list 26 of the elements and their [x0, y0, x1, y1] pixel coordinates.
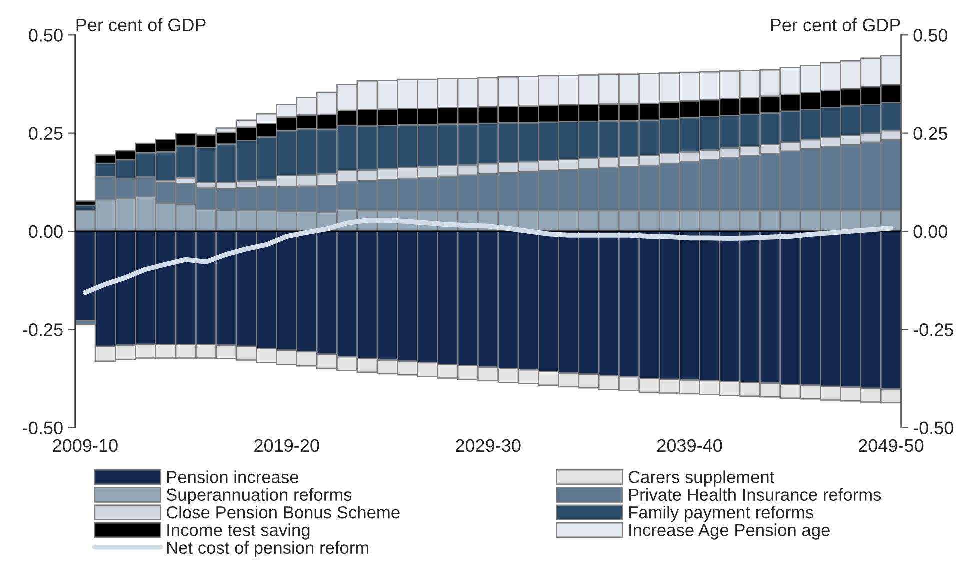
y-tick-label: 0.25	[29, 127, 63, 140]
y2-tick-label: -0.50	[914, 422, 954, 434]
y-axis-title: Per cent of GDP	[76, 18, 206, 32]
y-tick-label: 0.50	[29, 29, 63, 42]
legend-label: Private Health Insurance reforms	[629, 488, 882, 502]
x-tick-label: 2019-20	[254, 439, 320, 452]
x-tick-label: 2029-30	[456, 439, 521, 452]
x-tick-label: 2009-10	[53, 439, 118, 452]
x-tick-label: 2039-40	[658, 439, 722, 452]
legend-label: Close Pension Bonus Scheme	[166, 506, 400, 519]
legend-label: Superannuation reforms	[166, 488, 352, 505]
legend-label: Pension increase	[167, 470, 298, 484]
x-tick-label: 2049-50	[858, 439, 924, 452]
legend-label: Family payment reforms	[629, 506, 814, 522]
legend-label: Increase Age Pension age	[630, 524, 830, 540]
y2-axis-title: Per cent of GDP	[771, 18, 900, 32]
legend-label: Income test saving	[168, 524, 310, 540]
y-tick-label: -0.25	[23, 324, 63, 336]
y2-tick-label: 0.50	[914, 29, 948, 42]
legend-label: Carers supplement	[628, 470, 775, 487]
legend-label: Net cost of pension reform	[167, 541, 369, 558]
y-tick-label: 0.00	[29, 225, 63, 238]
y2-tick-label: 0.00	[914, 225, 948, 238]
y2-tick-label: 0.25	[914, 127, 948, 140]
y2-tick-label: -0.25	[914, 324, 954, 336]
y-tick-label: -0.50	[23, 422, 63, 434]
